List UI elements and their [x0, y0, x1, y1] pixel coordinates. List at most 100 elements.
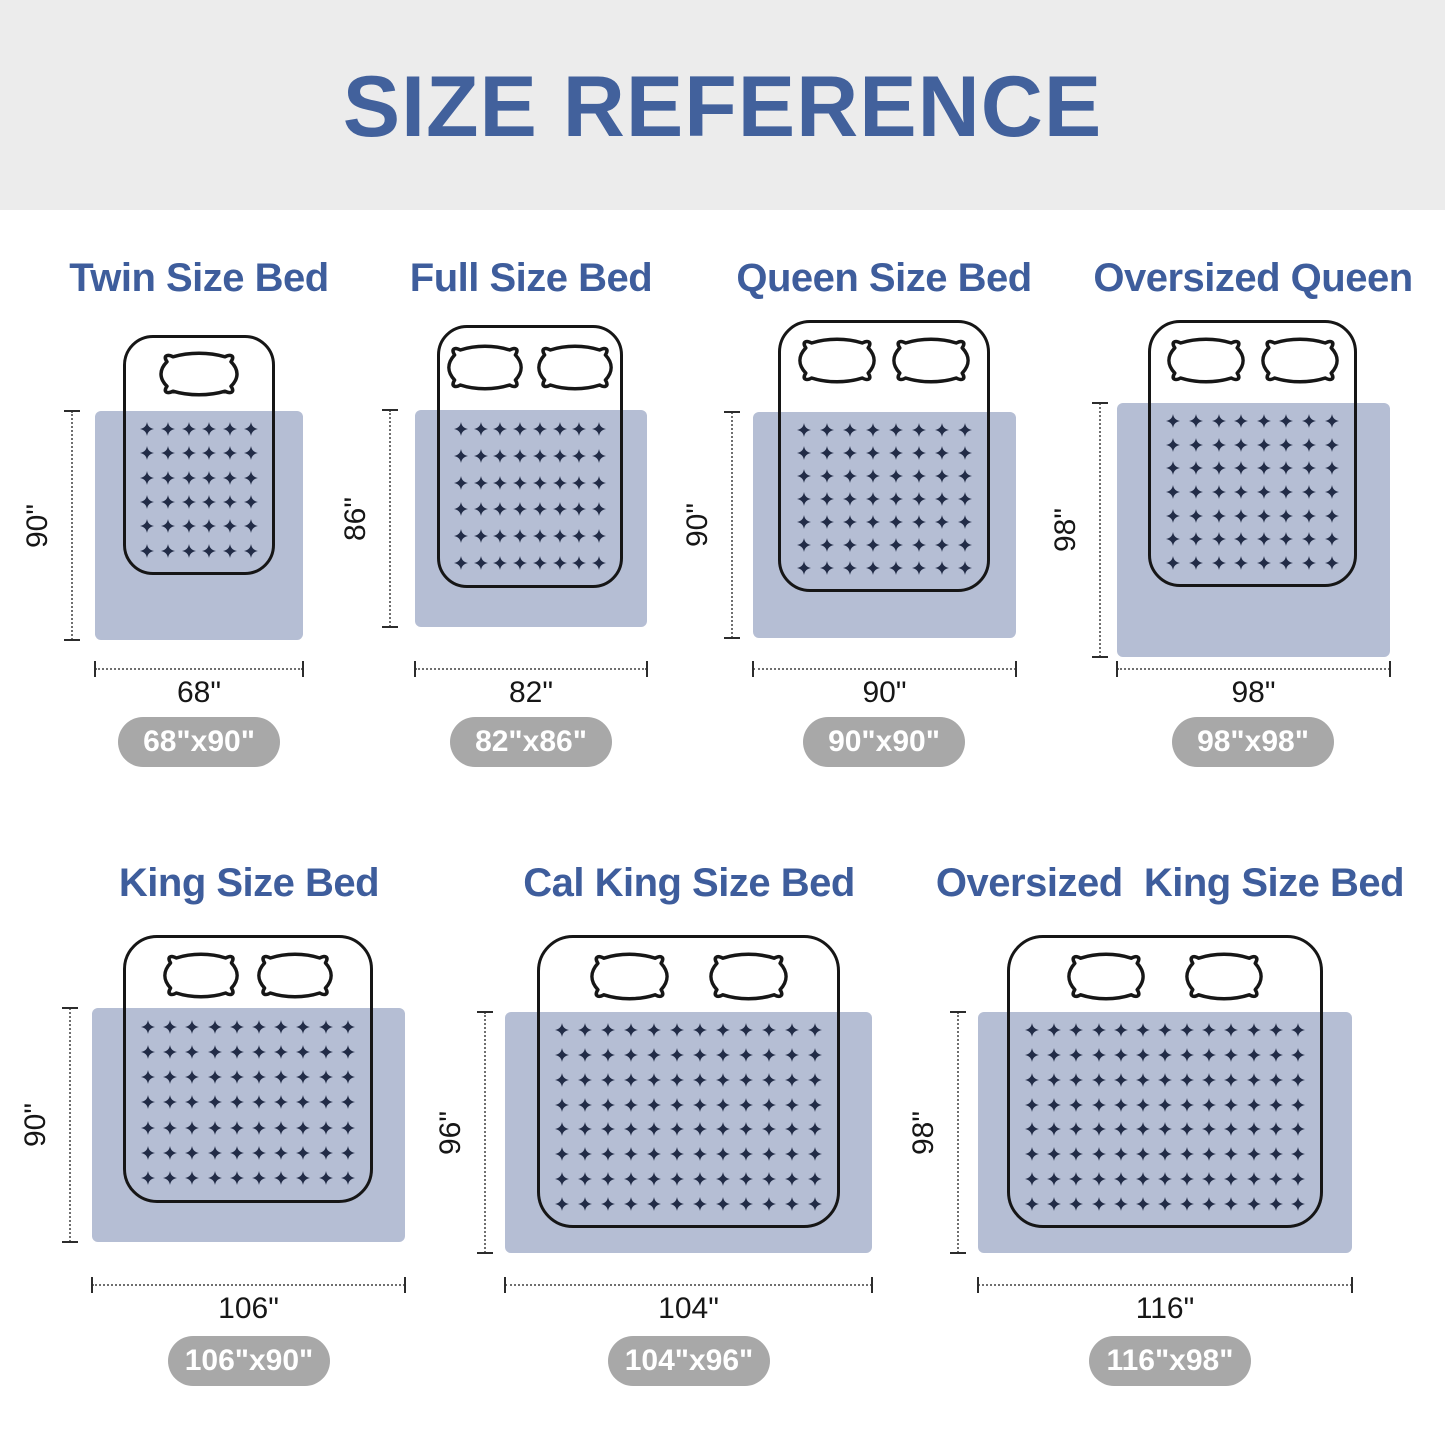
four-point-star-icon — [340, 1146, 355, 1161]
four-point-star-icon — [1279, 461, 1294, 476]
four-point-star-icon — [513, 528, 528, 543]
four-point-star-icon — [229, 1095, 244, 1110]
four-point-star-icon — [911, 561, 926, 576]
width-dimension-label: 68" — [176, 676, 222, 709]
four-point-star-icon — [207, 1095, 222, 1110]
height-dimension-label: 90" — [681, 502, 714, 548]
four-point-star-icon — [141, 1146, 156, 1161]
four-point-star-icon — [1256, 556, 1271, 571]
four-point-star-icon — [1268, 1171, 1283, 1186]
four-point-star-icon — [934, 468, 949, 483]
four-point-star-icon — [761, 1122, 776, 1137]
four-point-star-icon — [1069, 1147, 1084, 1162]
dimension-tick — [1389, 661, 1391, 677]
four-point-star-icon — [807, 1122, 822, 1137]
dimension-tick — [724, 637, 740, 639]
four-point-star-icon — [692, 1072, 707, 1087]
four-point-star-icon — [222, 470, 237, 485]
four-point-star-icon — [1091, 1048, 1106, 1063]
four-point-star-icon — [1091, 1097, 1106, 1112]
four-point-star-icon — [274, 1095, 289, 1110]
four-point-star-icon — [296, 1044, 311, 1059]
four-point-star-icon — [1047, 1122, 1062, 1137]
four-point-star-icon — [807, 1097, 822, 1112]
height-dimension-line — [731, 412, 733, 638]
four-point-star-icon — [274, 1044, 289, 1059]
four-point-star-icon — [842, 422, 857, 437]
four-point-star-icon — [1025, 1023, 1040, 1038]
four-point-star-icon — [1188, 556, 1203, 571]
four-point-star-icon — [252, 1044, 267, 1059]
four-point-star-icon — [274, 1070, 289, 1085]
four-point-star-icon — [578, 1048, 593, 1063]
four-point-star-icon — [473, 475, 488, 490]
four-point-star-icon — [555, 1072, 570, 1087]
four-point-star-icon — [1234, 461, 1249, 476]
four-point-star-icon — [185, 1095, 200, 1110]
four-point-star-icon — [807, 1147, 822, 1162]
four-point-star-icon — [340, 1044, 355, 1059]
four-point-star-icon — [647, 1023, 662, 1038]
four-point-star-icon — [1234, 437, 1249, 452]
dimension-tick — [977, 1277, 979, 1293]
four-point-star-icon — [819, 468, 834, 483]
four-point-star-icon — [1113, 1023, 1128, 1038]
four-point-star-icon — [1302, 556, 1317, 571]
pillow — [892, 337, 970, 384]
four-point-star-icon — [1069, 1171, 1084, 1186]
size-badge: 116"x98" — [1089, 1336, 1251, 1386]
four-point-star-icon — [513, 422, 528, 437]
four-point-star-icon — [552, 448, 567, 463]
dimension-tick — [62, 1007, 78, 1009]
four-point-star-icon — [1302, 461, 1317, 476]
four-point-star-icon — [1224, 1171, 1239, 1186]
four-point-star-icon — [160, 422, 175, 437]
height-dimension-label: 90" — [19, 1102, 52, 1148]
four-point-star-icon — [222, 422, 237, 437]
four-point-star-icon — [796, 445, 811, 460]
four-point-star-icon — [761, 1097, 776, 1112]
four-point-star-icon — [784, 1097, 799, 1112]
four-point-star-icon — [185, 1120, 200, 1135]
four-point-star-icon — [738, 1147, 753, 1162]
four-point-star-icon — [1279, 532, 1294, 547]
four-point-star-icon — [1025, 1122, 1040, 1137]
four-point-star-icon — [141, 1070, 156, 1085]
four-point-star-icon — [1302, 532, 1317, 547]
four-point-star-icon — [1047, 1196, 1062, 1211]
four-point-star-icon — [1025, 1196, 1040, 1211]
four-point-star-icon — [140, 470, 155, 485]
four-point-star-icon — [911, 422, 926, 437]
four-point-star-icon — [1234, 508, 1249, 523]
four-point-star-icon — [888, 491, 903, 506]
four-point-star-icon — [842, 515, 857, 530]
four-point-star-icon — [555, 1097, 570, 1112]
dimension-tick — [646, 661, 648, 677]
four-point-star-icon — [532, 422, 547, 437]
four-point-star-icon — [865, 445, 880, 460]
four-point-star-icon — [1180, 1171, 1195, 1186]
four-point-star-icon — [1256, 508, 1271, 523]
dimension-tick — [477, 1252, 493, 1254]
four-point-star-icon — [1188, 532, 1203, 547]
four-point-star-icon — [163, 1070, 178, 1085]
four-point-star-icon — [796, 561, 811, 576]
four-point-star-icon — [163, 1120, 178, 1135]
four-point-star-icon — [1256, 437, 1271, 452]
four-point-star-icon — [647, 1097, 662, 1112]
four-point-star-icon — [934, 561, 949, 576]
four-point-star-icon — [624, 1196, 639, 1211]
four-point-star-icon — [1157, 1122, 1172, 1137]
four-point-star-icon — [1202, 1122, 1217, 1137]
size-badge: 106"x90" — [168, 1336, 330, 1386]
four-point-star-icon — [296, 1120, 311, 1135]
four-point-star-icon — [1290, 1196, 1305, 1211]
four-point-star-icon — [842, 468, 857, 483]
four-point-star-icon — [532, 448, 547, 463]
four-point-star-icon — [1202, 1147, 1217, 1162]
four-point-star-icon — [1135, 1122, 1150, 1137]
four-point-star-icon — [181, 446, 196, 461]
dimension-tick — [752, 661, 754, 677]
four-point-star-icon — [1025, 1171, 1040, 1186]
four-point-star-icon — [513, 502, 528, 517]
